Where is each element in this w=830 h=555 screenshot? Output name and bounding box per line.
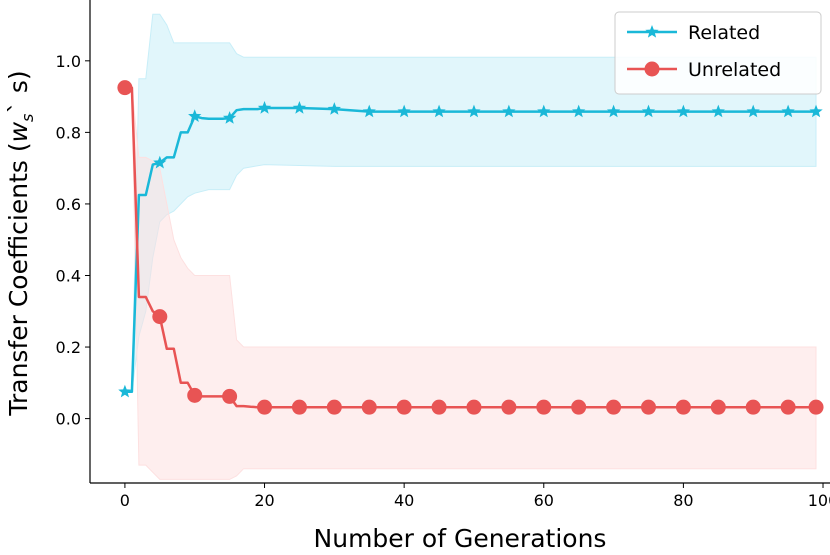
unrelated-data-point <box>222 388 238 404</box>
unrelated-data-point <box>291 399 307 415</box>
y-axis-title-suffix: ` s) <box>4 70 33 113</box>
legend-related-star-marker <box>645 25 659 38</box>
x-axis-title: Number of Generations <box>314 524 607 553</box>
unrelated-data-point <box>187 387 203 403</box>
unrelated-data-point <box>396 399 412 415</box>
related-data-point <box>502 104 516 118</box>
legend-unrelated-circle-marker <box>644 61 660 77</box>
y-tick-label: 1.0 <box>56 52 81 71</box>
unrelated-data-point <box>466 399 482 415</box>
legend: Related Unrelated <box>614 11 822 95</box>
unrelated-data-point <box>780 399 796 415</box>
related-data-point <box>257 101 272 114</box>
related-data-point <box>809 104 823 118</box>
related-data-point <box>222 111 237 124</box>
unrelated-data-point <box>361 399 377 415</box>
related-data-point <box>362 104 376 118</box>
x-tick-label: 80 <box>673 491 693 510</box>
x-tick-label: 40 <box>394 491 414 510</box>
unrelated-data-point <box>640 399 656 415</box>
y-axis-title-symbol: w <box>4 121 33 142</box>
y-tick-label: 0.0 <box>56 410 81 429</box>
y-axis-title-subscript: s <box>18 114 37 122</box>
unrelated-data-point <box>808 399 824 415</box>
legend-unrelated-label: Unrelated <box>688 59 781 81</box>
related-data-point <box>781 104 795 118</box>
related-data-point <box>432 104 446 118</box>
related-data-point <box>537 104 551 118</box>
related-data-point <box>746 104 760 118</box>
unrelated-data-point <box>710 399 726 415</box>
related-data-point <box>327 102 341 115</box>
unrelated-data-point <box>606 399 622 415</box>
unrelated-data-point <box>257 399 273 415</box>
y-tick-label: 0.4 <box>56 266 81 285</box>
unrelated-data-point <box>571 399 587 415</box>
legend-related-label: Related <box>688 22 760 44</box>
y-tick-label: 0.8 <box>56 123 81 142</box>
related-data-point <box>711 104 725 118</box>
related-data-point <box>572 104 586 118</box>
related-data-point <box>292 101 307 114</box>
related-data-point <box>188 109 202 122</box>
related-data-point <box>467 104 481 118</box>
axes: 0 20 40 60 80 100 0.0 0.2 0.4 0.6 0.8 1.0 <box>56 0 830 510</box>
related-data-point <box>153 155 167 169</box>
x-tick-label: 60 <box>534 491 554 510</box>
unrelated-data-point <box>536 399 552 415</box>
unrelated-data-point <box>326 399 342 415</box>
related-data-point <box>641 104 656 118</box>
unrelated-data-point <box>745 399 761 415</box>
x-tick-label: 20 <box>254 491 274 510</box>
y-tick-label: 0.2 <box>56 338 81 357</box>
related-data-point <box>676 104 691 118</box>
y-tick-label: 0.6 <box>56 195 81 214</box>
related-data-point <box>397 104 411 118</box>
unrelated-data-point <box>152 309 168 325</box>
x-tick-label: 0 <box>120 491 130 510</box>
unrelated-data-point <box>117 80 133 96</box>
related-data-point <box>606 104 621 118</box>
related-data-point <box>118 384 132 398</box>
unrelated-data-point <box>675 399 691 415</box>
unrelated-data-point <box>501 399 517 415</box>
y-axis-title: Transfer Coefficients (ws` s) <box>4 70 37 416</box>
unrelated-data-point <box>431 399 447 415</box>
y-axis-title-prefix: Transfer Coefficients ( <box>4 142 33 416</box>
series-markers <box>117 80 824 415</box>
x-tick-label: 100 <box>808 491 830 510</box>
